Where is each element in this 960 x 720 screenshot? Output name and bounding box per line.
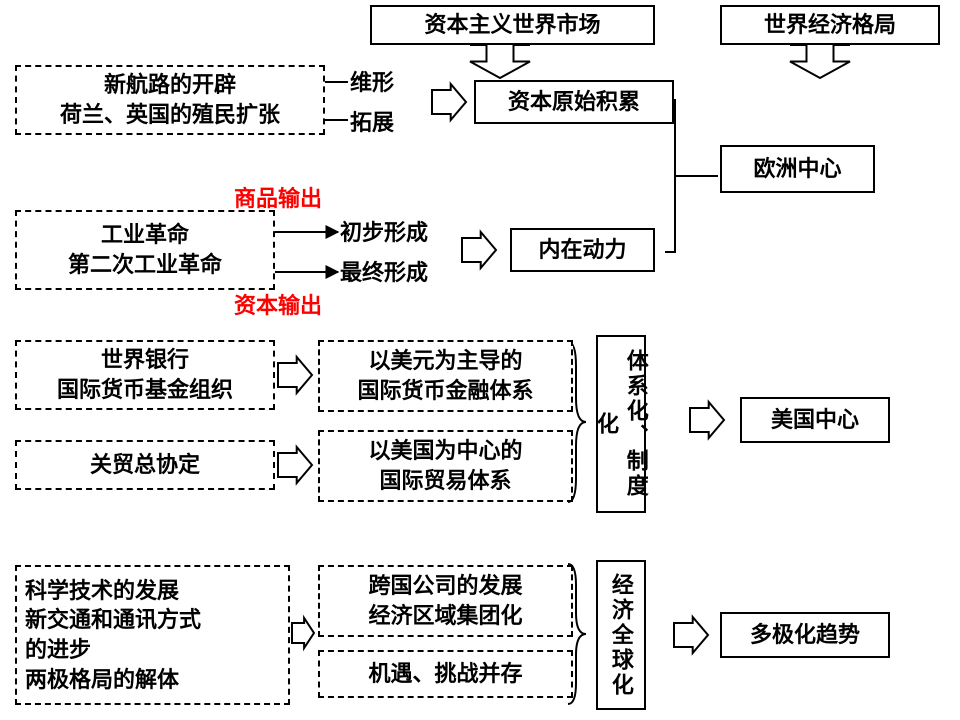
node-text: 机遇、挑战并存 xyxy=(368,659,522,689)
node-r4_left: 科学技术的发展新交通和通讯方式的进步两极格局的解体 xyxy=(15,565,290,705)
node-r3_left1: 世界银行国际货币基金组织 xyxy=(15,340,275,410)
node-text: 世界经济格局 xyxy=(764,10,896,40)
node-r1_mid: 资本原始积累 xyxy=(474,80,674,124)
node-line: 跨国公司的发展 xyxy=(368,571,522,601)
node-r3_left2: 关贸总协定 xyxy=(15,440,275,490)
node-r3_right: 美国中心 xyxy=(740,397,890,443)
node-text: 经济全球化 xyxy=(606,573,636,698)
node-line: 国际贸易体系 xyxy=(379,466,511,496)
node-r4_right: 多极化趋势 xyxy=(720,612,890,658)
node-line: 以美元为主导的 xyxy=(368,346,522,376)
label-l_ziben: 资本输出 xyxy=(234,293,322,319)
node-line: 新航路的开辟 xyxy=(104,70,236,100)
node-line: 第二次工业革命 xyxy=(68,250,222,280)
node-line: 世界银行 xyxy=(101,345,189,375)
node-top1: 资本主义世界市场 xyxy=(370,5,655,45)
node-r4_mid2: 机遇、挑战并存 xyxy=(318,650,573,698)
node-line: 的进步 xyxy=(25,635,91,665)
label-l_zuizhong: 最终形成 xyxy=(340,260,428,286)
node-r1_left: 新航路的开辟荷兰、英国的殖民扩张 xyxy=(15,65,325,135)
node-r1_right: 欧洲中心 xyxy=(720,145,875,193)
node-line: 荷兰、英国的殖民扩张 xyxy=(60,100,280,130)
node-line: 以美国为中心的 xyxy=(368,436,522,466)
node-text: 内在动力 xyxy=(538,235,626,265)
node-r3_mid2: 以美国为中心的国际贸易体系 xyxy=(318,430,573,502)
node-text: 美国中心 xyxy=(771,405,859,435)
label-l_shangpin: 商品输出 xyxy=(234,186,322,212)
node-line: 经济区域集团化 xyxy=(368,601,522,631)
node-line: 国际货币基金组织 xyxy=(57,375,233,405)
node-r2_left: 工业革命第二次工业革命 xyxy=(15,210,275,290)
node-r4_v: 经济全球化 xyxy=(596,560,646,710)
node-text: 资本原始积累 xyxy=(508,87,640,117)
node-text: 关贸总协定 xyxy=(90,450,200,480)
node-line: 两极格局的解体 xyxy=(25,665,179,695)
node-text: 多极化趋势 xyxy=(750,620,860,650)
node-r3_v: 体系化、制度化 xyxy=(596,335,646,513)
node-r3_mid1: 以美元为主导的国际货币金融体系 xyxy=(318,340,573,412)
node-line: 国际货币金融体系 xyxy=(357,376,533,406)
node-r2_mid: 内在动力 xyxy=(510,228,655,272)
node-text: 欧洲中心 xyxy=(753,154,841,184)
node-r4_mid1: 跨国公司的发展经济区域集团化 xyxy=(318,565,573,637)
node-line: 新交通和通讯方式 xyxy=(25,605,201,635)
label-l_weixing: 维形 xyxy=(350,70,394,96)
node-line: 科学技术的发展 xyxy=(25,576,179,606)
node-line: 工业革命 xyxy=(101,220,189,250)
label-l_tuozhan: 拓展 xyxy=(350,110,394,136)
label-l_chubu: 初步形成 xyxy=(340,220,428,246)
node-top2: 世界经济格局 xyxy=(720,5,940,45)
node-text: 资本主义世界市场 xyxy=(424,10,600,40)
node-text: 体系化、制度化 xyxy=(591,341,650,507)
